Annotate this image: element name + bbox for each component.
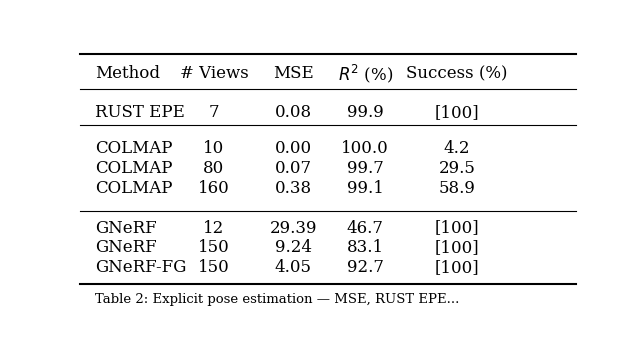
Text: RUST EPE: RUST EPE bbox=[95, 103, 185, 121]
Text: 99.9: 99.9 bbox=[347, 103, 383, 121]
Text: Success (%): Success (%) bbox=[406, 65, 508, 82]
Text: 29.5: 29.5 bbox=[438, 160, 476, 176]
Text: Method: Method bbox=[95, 65, 160, 82]
Text: Table 2: Explicit pose estimation — MSE, RUST EPE...: Table 2: Explicit pose estimation — MSE,… bbox=[95, 293, 460, 307]
Text: 83.1: 83.1 bbox=[347, 239, 384, 256]
Text: GNeRF-FG: GNeRF-FG bbox=[95, 260, 186, 276]
Text: 0.08: 0.08 bbox=[275, 103, 312, 121]
Text: 92.7: 92.7 bbox=[347, 260, 384, 276]
Text: # Views: # Views bbox=[180, 65, 248, 82]
Text: 29.39: 29.39 bbox=[269, 219, 317, 237]
Text: 150: 150 bbox=[198, 239, 230, 256]
Text: 4.05: 4.05 bbox=[275, 260, 312, 276]
Text: COLMAP: COLMAP bbox=[95, 160, 172, 176]
Text: 10: 10 bbox=[204, 139, 225, 157]
Text: 12: 12 bbox=[204, 219, 225, 237]
Text: 80: 80 bbox=[204, 160, 225, 176]
Text: GNeRF: GNeRF bbox=[95, 219, 157, 237]
Text: 0.07: 0.07 bbox=[275, 160, 312, 176]
Text: [100]: [100] bbox=[435, 103, 479, 121]
Text: 100.0: 100.0 bbox=[341, 139, 389, 157]
Text: $R^2$ (%): $R^2$ (%) bbox=[337, 62, 393, 85]
Text: 4.2: 4.2 bbox=[444, 139, 470, 157]
Text: 58.9: 58.9 bbox=[438, 180, 476, 197]
Text: 99.7: 99.7 bbox=[347, 160, 383, 176]
Text: 150: 150 bbox=[198, 260, 230, 276]
Text: COLMAP: COLMAP bbox=[95, 139, 172, 157]
Text: 99.1: 99.1 bbox=[347, 180, 383, 197]
Text: 0.38: 0.38 bbox=[275, 180, 312, 197]
Text: COLMAP: COLMAP bbox=[95, 180, 172, 197]
Text: 46.7: 46.7 bbox=[347, 219, 384, 237]
Text: 7: 7 bbox=[209, 103, 220, 121]
Text: 160: 160 bbox=[198, 180, 230, 197]
Text: [100]: [100] bbox=[435, 219, 479, 237]
Text: 9.24: 9.24 bbox=[275, 239, 312, 256]
Text: [100]: [100] bbox=[435, 239, 479, 256]
Text: [100]: [100] bbox=[435, 260, 479, 276]
Text: MSE: MSE bbox=[273, 65, 314, 82]
Text: 0.00: 0.00 bbox=[275, 139, 312, 157]
Text: GNeRF: GNeRF bbox=[95, 239, 157, 256]
